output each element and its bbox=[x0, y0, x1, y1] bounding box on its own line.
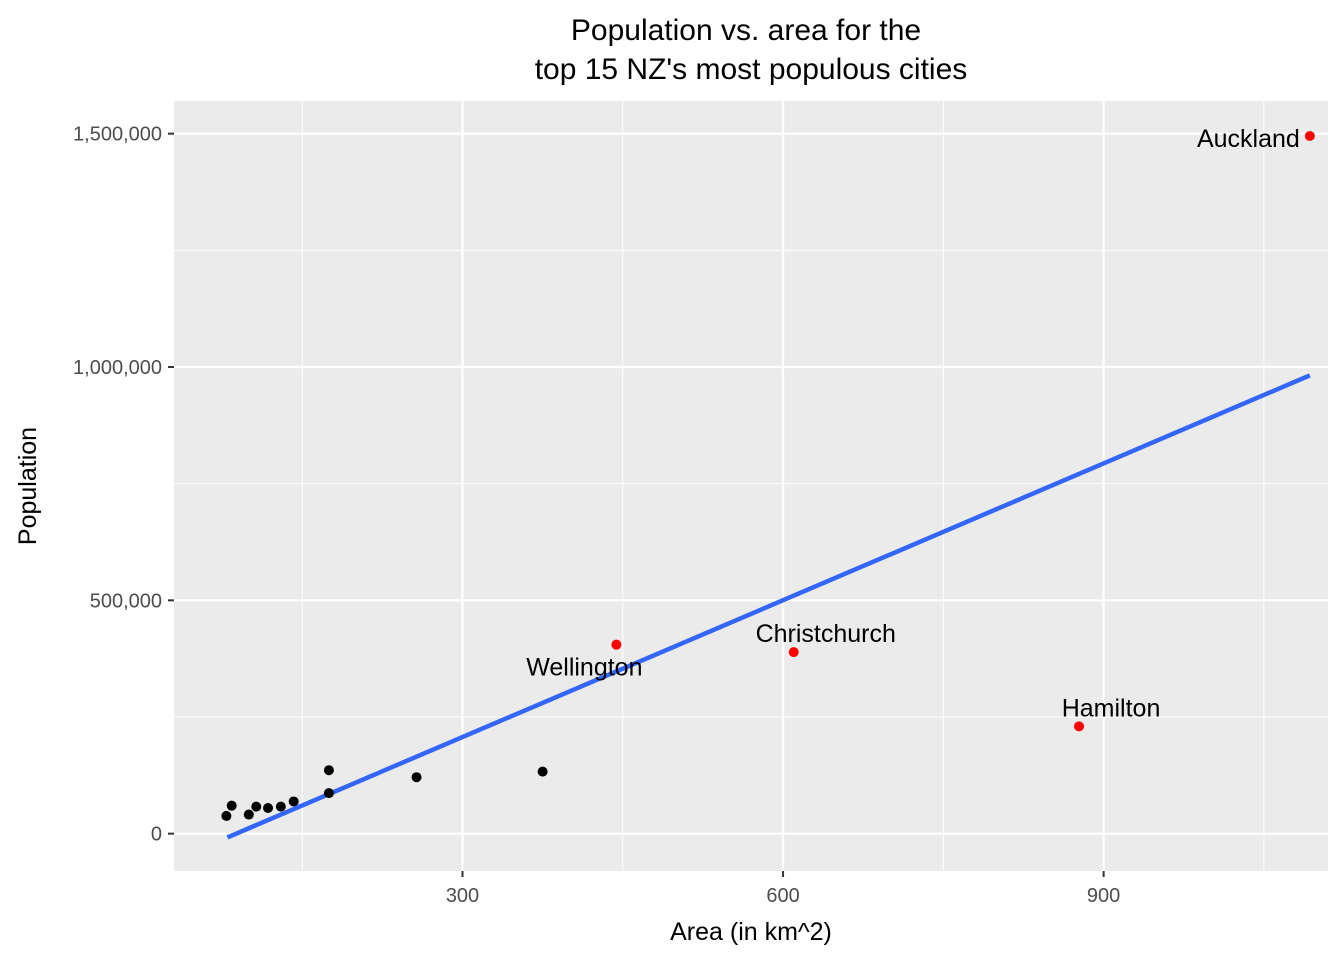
point-label: Hamilton bbox=[1062, 694, 1161, 722]
plot-panel bbox=[174, 101, 1328, 871]
y-tick-label: 1,500,000 bbox=[73, 124, 162, 146]
data-points bbox=[221, 131, 1315, 821]
trend-line bbox=[226, 373, 1311, 840]
point-labels: Auckland Wellington Christchurch Hamilton bbox=[526, 125, 1300, 722]
data-point bbox=[411, 772, 422, 783]
y-axis: 0 500,000 1,000,000 1,500,000 bbox=[73, 124, 174, 846]
x-tick-label: 300 bbox=[446, 885, 479, 907]
highlighted-data-point bbox=[1304, 131, 1315, 141]
data-point bbox=[275, 801, 286, 812]
highlighted-data-point bbox=[1074, 721, 1085, 732]
x-tick-label: 900 bbox=[1087, 885, 1120, 907]
data-point bbox=[251, 801, 262, 812]
x-tick-label: 600 bbox=[766, 885, 799, 907]
trend-line-group bbox=[226, 373, 1311, 840]
data-point bbox=[226, 800, 237, 811]
highlighted-data-point bbox=[611, 639, 622, 650]
major-gridlines bbox=[174, 101, 1328, 871]
y-axis-title: Population bbox=[14, 427, 42, 545]
point-label: Christchurch bbox=[756, 620, 896, 648]
chart-title-line-2: top 15 NZ's most populous cities bbox=[535, 53, 968, 86]
data-point bbox=[243, 809, 254, 820]
data-point bbox=[537, 766, 548, 777]
y-tick-label: 1,000,000 bbox=[73, 357, 162, 379]
data-point bbox=[323, 765, 334, 776]
minor-gridlines bbox=[174, 101, 1328, 871]
highlighted-data-point bbox=[788, 647, 799, 658]
chart-title-group: Population vs. area for the top 15 NZ's … bbox=[535, 14, 968, 86]
point-label: Wellington bbox=[526, 654, 642, 682]
x-axis-title: Area (in km^2) bbox=[670, 918, 832, 946]
y-tick-label: 500,000 bbox=[90, 590, 162, 612]
point-label: Auckland bbox=[1197, 125, 1300, 153]
data-point bbox=[323, 788, 334, 799]
chart-title-line-1: Population vs. area for the bbox=[571, 14, 921, 47]
data-point bbox=[221, 810, 232, 821]
x-axis: 300 600 900 bbox=[446, 871, 1120, 907]
data-point bbox=[263, 803, 274, 813]
y-tick-label: 0 bbox=[151, 824, 162, 846]
data-point bbox=[288, 796, 299, 807]
